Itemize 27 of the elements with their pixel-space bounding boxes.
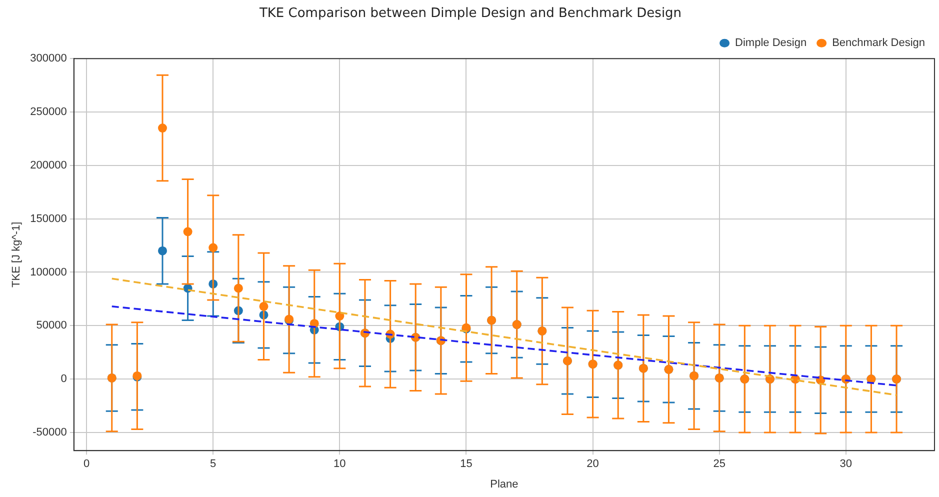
x-tick-label: 15 — [460, 458, 472, 470]
y-tick-label: 300000 — [30, 52, 67, 65]
point — [208, 243, 218, 252]
y-tick-label: 50000 — [36, 320, 67, 332]
y-tick-label: 250000 — [30, 106, 67, 118]
point — [335, 312, 344, 321]
y-tick-label: 150000 — [30, 212, 67, 225]
point — [259, 302, 268, 311]
y-axis-title: TKE [J kg^-1] — [10, 222, 23, 288]
x-tick-label: 20 — [586, 458, 599, 470]
x-tick-label: 5 — [210, 458, 216, 470]
x-tick-label: 25 — [713, 458, 726, 470]
y-tick-label: -50000 — [32, 426, 67, 438]
point — [183, 227, 192, 236]
legend-label: Benchmark Design — [832, 37, 926, 50]
y-tick-label: 100000 — [30, 266, 67, 278]
x-tick-label: 30 — [840, 458, 852, 470]
y-tick-label: 0 — [60, 373, 67, 386]
legend-label: Dimple Design — [735, 37, 807, 50]
x-tick-label: 0 — [84, 458, 90, 470]
y-tick-label: 200000 — [30, 159, 67, 172]
x-axis-title: Plane — [490, 478, 518, 490]
point — [158, 124, 167, 133]
point — [158, 246, 167, 256]
x-tick-label: 10 — [334, 458, 346, 470]
chart-title: TKE Comparison between Dimple Design and Benchmark Design — [258, 6, 682, 22]
point — [234, 284, 243, 293]
